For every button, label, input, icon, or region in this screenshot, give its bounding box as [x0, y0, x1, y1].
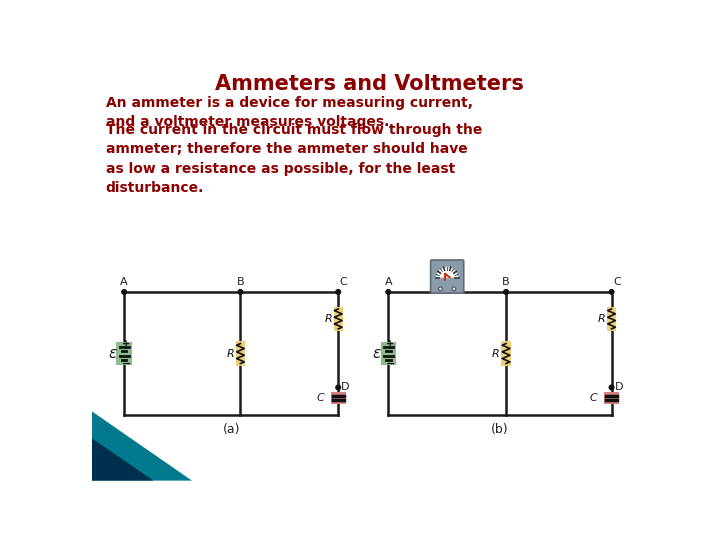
Bar — [501, 341, 510, 366]
Text: +: + — [387, 339, 395, 348]
Bar — [607, 307, 616, 331]
Circle shape — [504, 289, 508, 294]
Text: An ammeter is a device for measuring current,
and a voltmeter measures voltages.: An ammeter is a device for measuring cur… — [106, 96, 472, 129]
Wedge shape — [436, 267, 459, 278]
Circle shape — [438, 287, 442, 291]
Text: +: + — [122, 339, 130, 348]
Bar — [604, 392, 619, 404]
Circle shape — [122, 289, 127, 294]
Bar — [381, 342, 396, 365]
Text: C: C — [340, 278, 348, 287]
Text: C: C — [317, 393, 324, 403]
Text: R: R — [598, 314, 606, 324]
Text: −: − — [386, 359, 395, 369]
Text: (a): (a) — [222, 422, 240, 435]
Circle shape — [336, 385, 341, 390]
Text: −: − — [122, 359, 131, 369]
Circle shape — [609, 385, 614, 390]
Text: D: D — [615, 382, 623, 393]
Text: C: C — [613, 278, 621, 287]
Bar — [235, 341, 245, 366]
Text: C: C — [590, 393, 598, 403]
Circle shape — [386, 289, 390, 294]
Polygon shape — [92, 438, 153, 481]
Text: Ammeters and Voltmeters: Ammeters and Voltmeters — [215, 74, 523, 94]
Circle shape — [238, 289, 243, 294]
Text: R: R — [324, 314, 332, 324]
Bar — [333, 307, 343, 331]
Text: The current in the circuit must flow through the
ammeter; therefore the ammeter : The current in the circuit must flow thr… — [106, 123, 482, 195]
Text: D: D — [341, 382, 350, 393]
Text: A: A — [120, 278, 128, 287]
Text: R: R — [227, 348, 234, 359]
Circle shape — [609, 289, 614, 294]
Text: ε: ε — [372, 346, 381, 361]
Bar — [330, 392, 346, 404]
Circle shape — [336, 289, 341, 294]
Text: B: B — [237, 278, 244, 287]
Text: ε: ε — [108, 346, 117, 361]
Circle shape — [452, 287, 456, 291]
Text: A: A — [384, 278, 392, 287]
Polygon shape — [92, 411, 192, 481]
Text: B: B — [503, 278, 510, 287]
FancyBboxPatch shape — [431, 260, 464, 293]
Bar — [117, 342, 132, 365]
Text: R: R — [492, 348, 500, 359]
Text: (b): (b) — [491, 422, 509, 435]
